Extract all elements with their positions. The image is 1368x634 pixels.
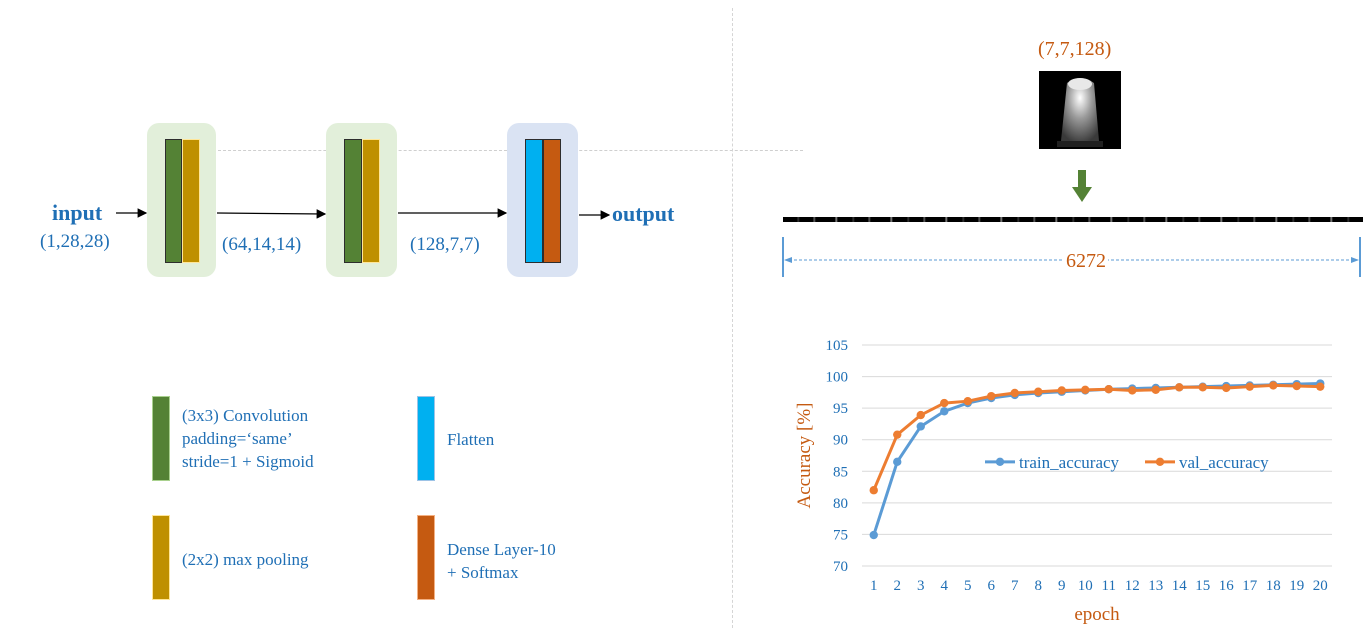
conv-layer-1 <box>165 139 182 263</box>
x-tick-label: 5 <box>964 578 972 594</box>
data-point-val_accuracy <box>1034 387 1043 396</box>
y-axis-label: Accuracy [%] <box>794 402 815 508</box>
x-tick-label: 9 <box>1058 578 1066 594</box>
data-point-val_accuracy <box>1081 385 1090 395</box>
data-point-val_accuracy <box>1151 385 1160 395</box>
conv-block-1 <box>147 123 216 277</box>
flatten-layer <box>525 139 543 263</box>
legend-dense-swatch <box>417 515 435 600</box>
legend-label-train_accuracy: train_accuracy <box>1019 453 1120 472</box>
x-tick-label: 8 <box>1035 578 1043 594</box>
x-tick-label: 12 <box>1125 578 1140 594</box>
x-tick-label: 10 <box>1078 578 1093 594</box>
x-tick-label: 19 <box>1289 578 1304 594</box>
arrow-block1-block2 <box>216 209 327 219</box>
data-point-train_accuracy <box>940 407 949 416</box>
legend-marker-train_accuracy <box>995 457 1005 467</box>
down-arrow-icon <box>1072 170 1092 202</box>
data-point-val_accuracy <box>940 398 949 408</box>
y-tick-label: 75 <box>833 527 848 543</box>
data-point-train_accuracy <box>916 422 925 431</box>
legend-pool-label: (2x2) max pooling <box>182 550 309 569</box>
legend-pool-swatch <box>152 515 170 600</box>
block2-output-shape-label: (128,7,7) <box>410 234 480 255</box>
pool-layer-1 <box>182 139 200 263</box>
x-tick-label: 20 <box>1313 578 1328 594</box>
dense-layer <box>543 139 561 263</box>
x-tick-label: 17 <box>1242 578 1258 594</box>
x-tick-label: 11 <box>1102 578 1116 594</box>
flattened-vector-strip <box>783 217 1363 222</box>
legend-label-val_accuracy: val_accuracy <box>1179 453 1269 472</box>
data-point-val_accuracy <box>1316 382 1325 391</box>
legend-flatten-swatch <box>417 396 435 481</box>
dense-block <box>507 123 578 277</box>
data-point-val_accuracy <box>963 396 972 406</box>
panel-separator <box>732 8 733 628</box>
data-point-val_accuracy <box>1128 386 1137 395</box>
x-tick-label: 16 <box>1219 578 1235 594</box>
data-point-val_accuracy <box>1175 383 1184 392</box>
conv-block-2 <box>326 123 397 277</box>
y-tick-label: 95 <box>833 401 848 417</box>
data-point-val_accuracy <box>987 391 996 401</box>
data-point-val_accuracy <box>1198 383 1207 392</box>
x-axis-label: epoch <box>1074 604 1120 625</box>
data-point-val_accuracy <box>893 430 902 439</box>
pool-layer-2 <box>362 139 380 263</box>
x-tick-label: 6 <box>988 578 996 594</box>
data-point-train_accuracy <box>893 457 902 467</box>
input-shape-label: (1,28,28) <box>40 231 110 252</box>
x-tick-label: 15 <box>1195 578 1210 594</box>
output-label: output <box>612 201 675 226</box>
conv-layer-2 <box>344 139 362 263</box>
x-tick-label: 13 <box>1148 578 1163 594</box>
y-tick-label: 70 <box>833 559 848 575</box>
y-tick-label: 85 <box>833 464 848 480</box>
flatten-length-label: 6272 <box>1064 250 1108 273</box>
data-point-val_accuracy <box>1245 382 1254 391</box>
y-tick-label: 100 <box>826 370 849 386</box>
data-point-val_accuracy <box>1292 381 1301 391</box>
x-tick-label: 18 <box>1266 578 1281 594</box>
legend-marker-val_accuracy <box>1155 457 1165 467</box>
legend-flatten-label: Flatten <box>447 430 495 449</box>
feature-map-shape-label: (7,7,128) <box>1038 38 1112 60</box>
x-tick-label: 4 <box>941 578 949 594</box>
block1-output-shape-label: (64,14,14) <box>222 234 302 255</box>
flatten-span-bracket <box>782 237 1361 277</box>
data-point-val_accuracy <box>1269 381 1278 390</box>
input-label: input <box>52 200 103 225</box>
x-tick-label: 1 <box>870 578 878 594</box>
x-tick-label: 14 <box>1172 578 1188 594</box>
legend-dense-label: Dense Layer-10 + Softmax <box>447 540 556 582</box>
data-point-val_accuracy <box>1222 383 1231 393</box>
x-tick-label: 2 <box>894 578 902 594</box>
y-tick-label: 105 <box>826 338 849 354</box>
data-point-val_accuracy <box>1010 388 1019 398</box>
data-point-val_accuracy <box>1057 386 1066 395</box>
y-tick-label: 80 <box>833 496 848 512</box>
data-point-val_accuracy <box>869 486 878 495</box>
flow-arrows <box>116 208 611 220</box>
data-point-val_accuracy <box>916 410 925 420</box>
x-tick-label: 7 <box>1011 578 1019 594</box>
data-point-train_accuracy <box>869 530 878 540</box>
feature-map-image <box>1039 71 1121 149</box>
legend-conv-label: (3x3) Convolution padding=‘same’ stride=… <box>182 406 314 471</box>
x-tick-label: 3 <box>917 578 925 594</box>
y-tick-label: 90 <box>833 433 848 449</box>
legend-conv-swatch <box>152 396 170 481</box>
data-point-val_accuracy <box>1104 385 1113 394</box>
